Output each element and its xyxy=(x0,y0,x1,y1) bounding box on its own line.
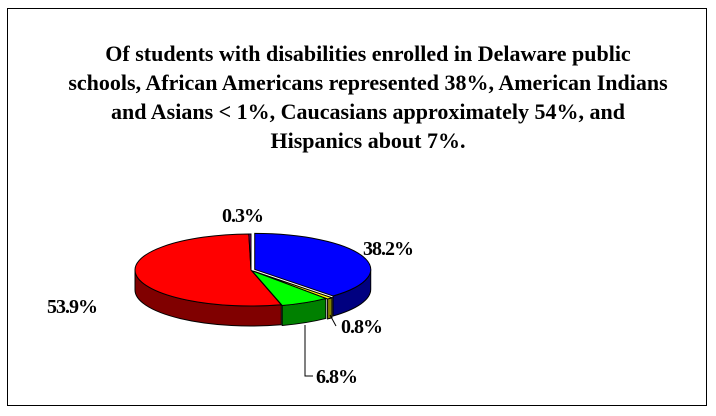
slice-label-4: 53.9% xyxy=(47,296,97,318)
leader-line-2 xyxy=(329,314,337,327)
slice-label-5: 0.3% xyxy=(222,205,263,227)
slice-label-2: 0.8% xyxy=(341,316,382,338)
chart-title: Of students with disabilities enrolled i… xyxy=(68,41,668,153)
leader-line-3 xyxy=(304,325,313,377)
chart-frame: Of students with disabilities enrolled i… xyxy=(7,8,707,406)
slice-label-3: 6.8% xyxy=(316,366,357,388)
pie-slice-side-2 xyxy=(327,297,333,320)
slice-label-1: 38.2% xyxy=(363,238,413,260)
pie-slice-1 xyxy=(254,232,372,297)
pie-slice-4 xyxy=(134,233,283,307)
pie-slice-2 xyxy=(253,270,334,300)
pie-slice-5 xyxy=(248,233,252,271)
pie-slice-3 xyxy=(251,270,328,306)
